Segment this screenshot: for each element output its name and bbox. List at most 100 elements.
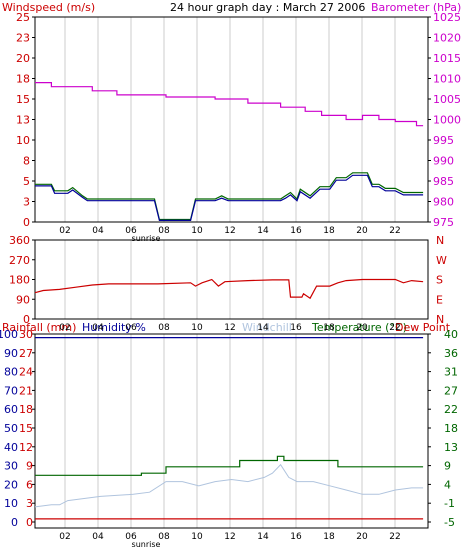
compass-label: W [436, 254, 447, 267]
wind-direction-line [34, 278, 424, 300]
y-left-tick-label: 180 [9, 274, 30, 287]
rainfall-tick-label: 15 [19, 422, 33, 435]
humidity-tick-label: 100 [0, 328, 18, 341]
x-tick-label: 18 [323, 226, 335, 236]
temp-line [35, 455, 424, 476]
y-right-tick-label: 1015 [433, 52, 461, 65]
windspeed-axis-title: Windspeed (m/s) [2, 1, 95, 14]
rainfall-tick-label: 24 [19, 366, 33, 379]
y-left-tick-label: 8 [23, 155, 30, 168]
x-tick-label: 02 [59, 226, 70, 236]
y-right-tick-label: 985 [433, 175, 454, 188]
dewpoint-legend: Dew Point [395, 321, 451, 334]
temperature-tick-label: 36 [444, 347, 458, 360]
temperature-tick-label: -1 [444, 497, 455, 510]
y-left-tick-label: 13 [16, 114, 30, 127]
x-tick-label: 04 [92, 226, 104, 236]
plot-frame [34, 16, 429, 223]
x-tick-label: 22 [389, 532, 400, 542]
x-tick-label: 10 [191, 532, 203, 542]
x-tick-label: 18 [323, 323, 335, 333]
y-right-tick-label: 995 [433, 134, 454, 147]
graph-title: 24 hour graph day : March 27 2006 [170, 1, 365, 14]
compass-label: S [436, 274, 443, 287]
y-right-tick-label: 1025 [433, 11, 461, 24]
plot-frame [34, 333, 429, 529]
y-left-tick-label: 3 [23, 196, 30, 209]
x-tick-label: 06 [125, 532, 137, 542]
y-left-tick-label: 15 [16, 93, 30, 106]
x-tick-label: 22 [389, 226, 400, 236]
x-tick-label: 22 [389, 323, 400, 333]
windchill-line [34, 463, 424, 508]
temperature-tick-label: 18 [444, 422, 458, 435]
y-left-tick-label: 360 [9, 234, 30, 247]
y-left-tick-label: 0 [23, 313, 30, 326]
temperature-tick-label: 4 [444, 478, 451, 491]
x-tick-label: 20 [356, 532, 368, 542]
x-tick-label: 06 [125, 226, 137, 236]
temperature-axis-title: Temperature (°C) [311, 321, 407, 334]
x-tick-label: 12 [224, 323, 235, 333]
y-right-tick-label: 980 [433, 196, 454, 209]
x-tick-label: 10 [191, 323, 203, 333]
temperature-tick-label: -5 [444, 516, 455, 529]
wind-barometer-panel: 0358101315182023259759809859909951000100… [16, 11, 461, 243]
humidity-tick-label: 40 [4, 441, 18, 454]
wind-direction-panel: 0 N 90 E 180 S 270 W 360 N 02 04 06 08 10 12 14 16 18 20 22 [9, 234, 447, 333]
y-left-tick-label: 20 [16, 52, 30, 65]
sunrise-label: sunrise [132, 540, 161, 549]
x-tick-label: 16 [290, 323, 302, 333]
baro-line [35, 81, 424, 127]
y-left-tick-label: 10 [16, 134, 30, 147]
x-tick-label: 10 [191, 226, 203, 236]
x-tick-label: 06 [125, 323, 137, 333]
sunrise-label: sunrise [132, 234, 161, 243]
humidity-tick-label: 50 [4, 422, 18, 435]
temperature-tick-label: 40 [444, 328, 458, 341]
x-tick-label: 14 [257, 323, 269, 333]
x-tick-label: 08 [158, 323, 170, 333]
y-right-tick-label: 1020 [433, 32, 461, 45]
avg-line [35, 174, 424, 221]
rainfall-tick-label: 9 [26, 460, 33, 473]
y-left-tick-label: 25 [16, 11, 30, 24]
temperature-tick-label: 22 [444, 403, 458, 416]
x-tick-label: 04 [92, 532, 104, 542]
y-left-tick-label: 18 [16, 73, 30, 86]
x-tick-label: 08 [158, 532, 170, 542]
gust-line [35, 172, 424, 221]
humidity-tick-label: 70 [4, 384, 18, 397]
x-tick-label: 18 [323, 532, 335, 542]
humidity-tick-label: 80 [4, 366, 18, 379]
rainfall-tick-label: 27 [19, 347, 33, 360]
rainfall-tick-label: 21 [19, 384, 33, 397]
rainfall-tick-label: 18 [19, 403, 33, 416]
windchill-legend: Windchill [242, 321, 292, 334]
temperature-tick-label: 13 [444, 441, 458, 454]
x-tick-label: 14 [257, 226, 269, 236]
humidity-tick-label: 0 [11, 516, 18, 529]
compass-label: E [436, 293, 443, 306]
x-tick-label: 16 [290, 532, 302, 542]
rainfall-tick-label: 3 [26, 497, 33, 510]
temperature-tick-label: 9 [444, 460, 451, 473]
rainfall-tick-label: 30 [19, 328, 33, 341]
humidity-tick-label: 60 [4, 403, 18, 416]
y-left-tick-label: 5 [23, 175, 30, 188]
x-tick-label: 12 [224, 532, 235, 542]
compass-label: N [436, 313, 444, 326]
x-tick-label: 14 [257, 532, 269, 542]
humidity-tick-label: 30 [4, 460, 18, 473]
temperature-tick-label: 27 [444, 384, 458, 397]
y-left-tick-label: 0 [23, 216, 30, 229]
y-left-tick-label: 270 [9, 254, 30, 267]
y-left-tick-label: 90 [16, 293, 30, 306]
y-right-tick-label: 990 [433, 155, 454, 168]
x-tick-label: 02 [59, 323, 70, 333]
humidity-tick-label: 10 [4, 497, 18, 510]
x-tick-label: 08 [158, 226, 170, 236]
x-tick-label: 20 [356, 226, 368, 236]
